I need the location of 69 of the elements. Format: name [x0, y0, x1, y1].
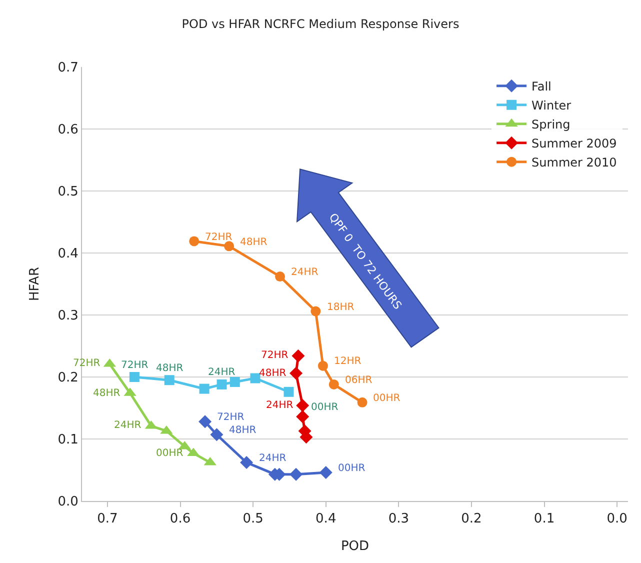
annotation: 72HR	[217, 412, 244, 423]
y-tick-label: 0.0	[58, 494, 78, 510]
y-axis-title: HFAR	[28, 267, 43, 301]
annotation: 48HR	[156, 363, 184, 374]
annotation: 24HR	[114, 420, 142, 431]
point	[129, 372, 140, 382]
legend-label: Winter	[532, 98, 572, 113]
point	[275, 272, 286, 282]
point	[318, 360, 328, 371]
annotation: 72HR	[121, 360, 148, 371]
x-tick-label: 0.5	[242, 512, 264, 527]
point	[210, 428, 224, 442]
annotation: 12HR	[334, 356, 362, 367]
y-tick-label: 0.4	[58, 246, 78, 262]
annotation: 72HR	[261, 350, 288, 361]
annotation: 24HR	[259, 453, 286, 464]
point	[250, 373, 260, 384]
annotation: 18HR	[327, 302, 354, 313]
x-axis-title: POD	[340, 539, 370, 554]
x-tick-label: 0.0	[606, 512, 628, 527]
point	[296, 399, 310, 412]
y-tick-label: 0.6	[58, 122, 78, 138]
point	[224, 241, 234, 252]
legend-label: Summer 2010	[532, 156, 617, 170]
point	[310, 306, 321, 316]
point	[230, 376, 240, 387]
annotation: 48HR	[229, 425, 256, 436]
annotation: 48HR	[240, 237, 268, 248]
point	[198, 415, 212, 428]
y-tick-label: 0.7	[58, 60, 78, 76]
y-tick-label: 0.5	[58, 184, 78, 200]
annotation: 00HR	[156, 448, 184, 459]
annotation: 06HR	[345, 375, 372, 386]
x-tick-label: 0.7	[97, 512, 118, 527]
annotation: 00HR	[338, 463, 366, 474]
point	[292, 349, 305, 362]
point	[240, 456, 254, 470]
annotation: 00HR	[373, 393, 400, 404]
chart-title: POD vs HFAR NCRFC Medium Response Rivers	[182, 17, 460, 32]
annotation: 48HR	[259, 368, 286, 379]
annotation: 24HR	[291, 267, 318, 278]
x-tick-label: 0.1	[534, 512, 555, 527]
point	[290, 366, 303, 380]
annotation: 24HR	[266, 400, 294, 411]
point	[216, 379, 227, 390]
annotation: 72HR	[205, 232, 232, 243]
annotation: 00HR	[311, 402, 338, 413]
legend-label: Summer 2009	[532, 136, 617, 151]
point	[319, 466, 332, 479]
x-tick-label: 0.3	[388, 512, 410, 527]
annotation: 72HR	[73, 358, 100, 369]
point	[284, 386, 294, 397]
annotation: 48HR	[93, 388, 120, 399]
point	[357, 397, 368, 408]
x-tick-label: 0.2	[461, 512, 482, 527]
legend-label: Fall	[532, 80, 552, 94]
point	[164, 375, 174, 386]
y-tick-label: 0.3	[58, 308, 78, 324]
x-tick-label: 0.6	[170, 512, 191, 527]
annotation: 24HR	[208, 367, 236, 378]
point	[199, 384, 210, 394]
point	[328, 379, 339, 390]
legend-label: Spring	[532, 118, 570, 132]
y-tick-label: 0.2	[58, 370, 78, 386]
x-tick-label: 0.4	[316, 512, 336, 527]
point	[296, 410, 310, 424]
point	[189, 236, 200, 246]
y-tick-label: 0.1	[58, 432, 78, 448]
point	[290, 468, 303, 481]
